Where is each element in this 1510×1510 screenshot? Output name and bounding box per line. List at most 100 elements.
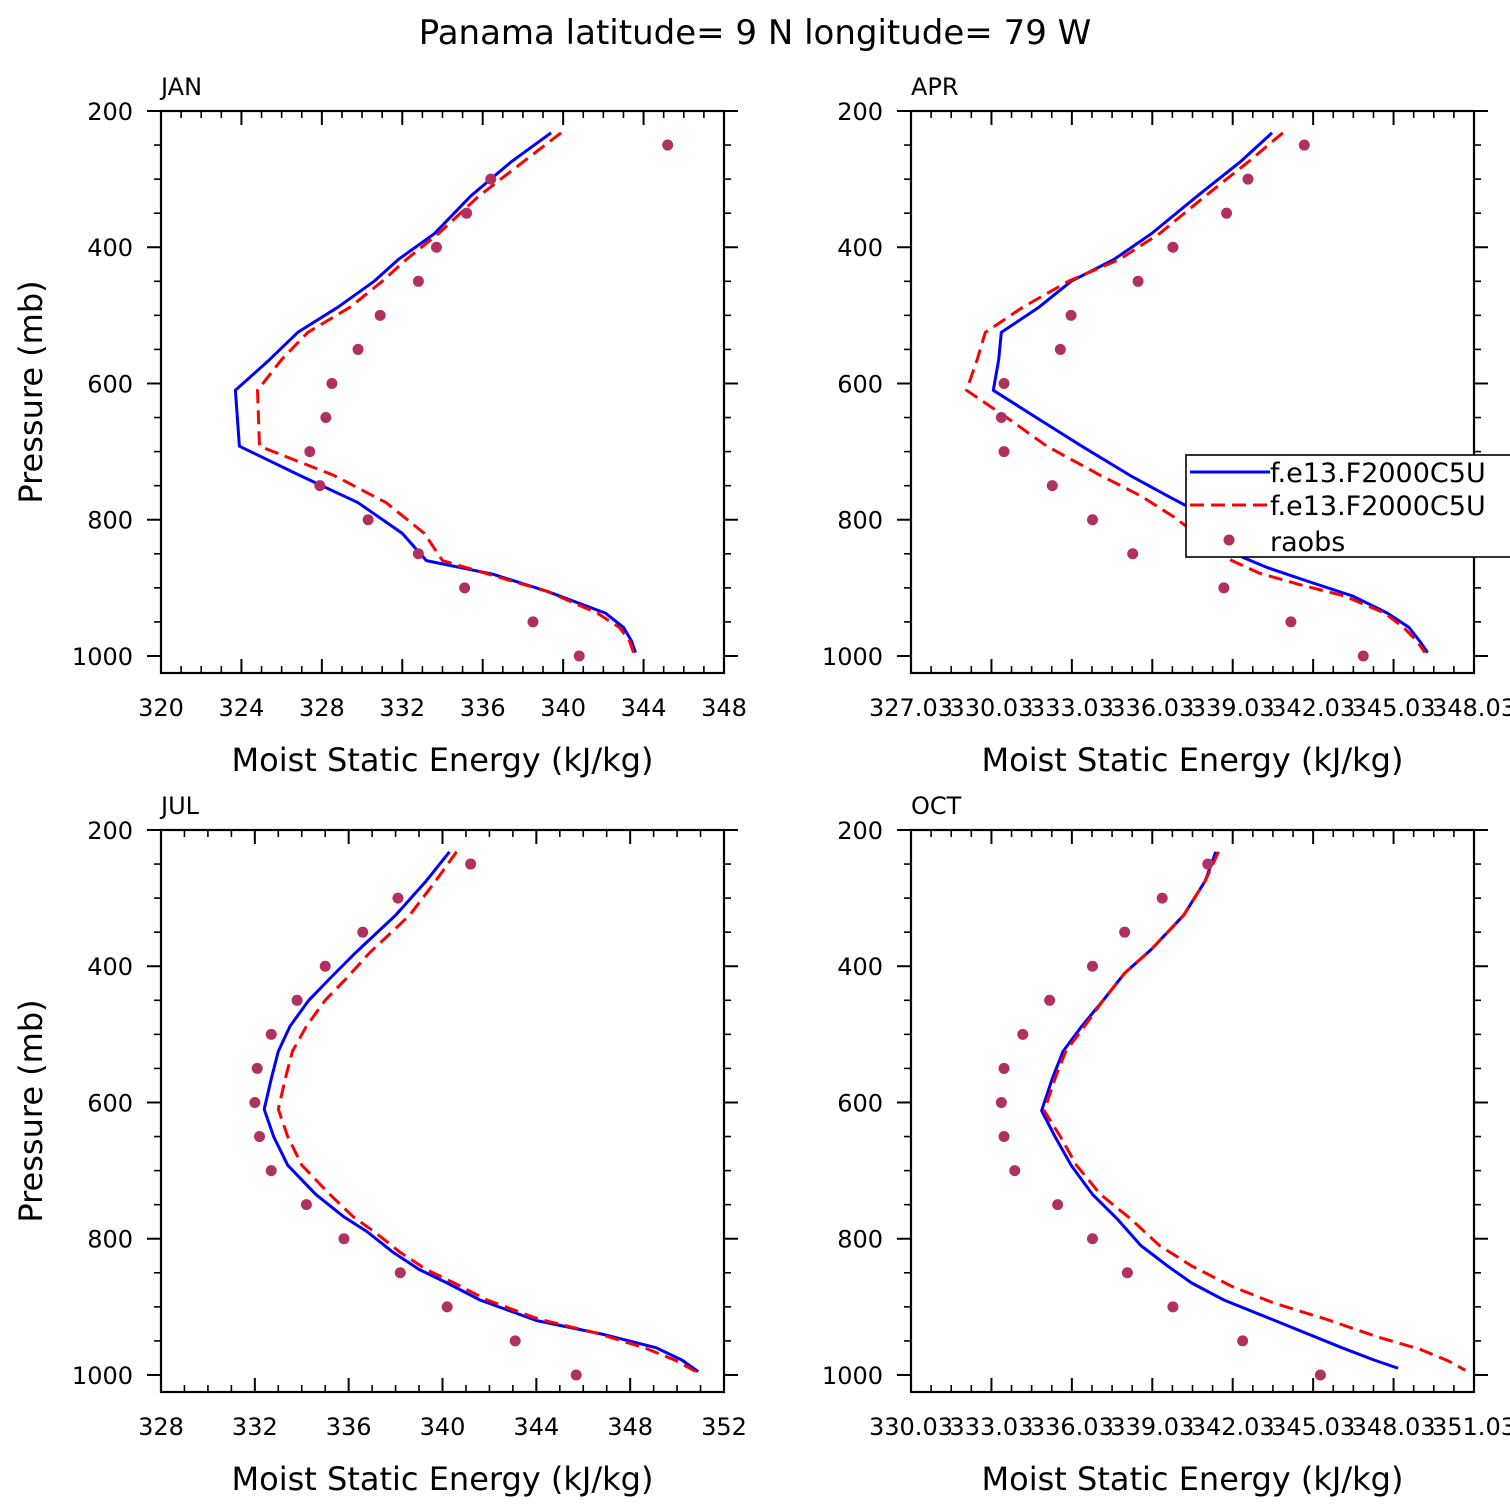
raobs-point [998,446,1010,458]
series-line-solid-blue [262,850,700,1373]
x-tick-label: 344 [621,694,667,722]
y-tick-label: 400 [837,953,883,981]
raobs-point [352,343,364,355]
y-tick-label: 1000 [72,1362,133,1390]
x-tick-label: 330.03 [949,694,1033,722]
y-tick-label: 400 [87,953,133,981]
raobs-point [392,892,404,904]
raobs-point [319,960,331,972]
raobs-point [314,480,326,492]
x-tick-label: 348 [701,694,747,722]
raobs-point [254,1131,266,1143]
series-line-solid-blue [991,131,1429,654]
x-tick-label: 345.03 [1352,694,1436,722]
x-tick-label: 339.03 [1191,694,1275,722]
raobs-point [338,1233,350,1245]
raobs-point [1017,1028,1029,1040]
y-tick-label: 1000 [822,1362,883,1390]
raobs-point [1065,309,1077,321]
raobs-point [1087,514,1099,526]
x-tick-label: 345.03 [1271,1413,1355,1441]
y-tick-label: 200 [837,98,883,126]
raobs-point [570,1369,582,1381]
y-tick-label: 600 [87,1089,133,1117]
raobs-point [1202,858,1214,870]
raobs-point [1237,1335,1249,1347]
y-tick-label: 600 [837,370,883,398]
panel-label: OCT [911,792,962,820]
raobs-point [1357,650,1369,662]
raobs-point [465,858,477,870]
raobs-point [320,412,332,424]
y-tick-label: 600 [837,1089,883,1117]
raobs-point [412,548,424,560]
panel-apr: 327.03330.03333.03336.03339.03342.03345.… [822,73,1510,779]
x-tick-label: 327.03 [869,694,953,722]
x-tick-label: 336 [460,694,506,722]
x-tick-label: 328 [299,694,345,722]
raobs-point [998,377,1010,389]
legend-label: f.e13.F2000C5U [1270,491,1486,522]
raobs-point [304,446,316,458]
x-tick-label: 333.03 [949,1413,1033,1441]
raobs-point [1298,139,1310,151]
raobs-point [362,514,374,526]
x-tick-label: 330.03 [869,1413,953,1441]
raobs-point [1052,1199,1064,1211]
series-line-dashed-red [276,850,697,1373]
raobs-point [1132,275,1144,287]
x-tick-label: 336 [326,1413,372,1441]
raobs-point [995,412,1007,424]
panel-oct: 330.03333.03336.03339.03342.03345.03348.… [822,792,1510,1498]
raobs-point [300,1199,312,1211]
raobs-point [394,1267,406,1279]
y-tick-label: 800 [837,1226,883,1254]
raobs-point [326,377,338,389]
raobs-point [461,207,473,219]
raobs-point [1242,173,1254,185]
y-tick-label: 600 [87,370,133,398]
panels: 320 324 328 332 336 340 344 348 200 400 600 800 1000… [12,73,1510,1498]
raobs-point [1087,1233,1099,1245]
plot-frame [909,828,1476,1394]
raobs-point [527,616,539,628]
y-tick-label: 1000 [822,643,883,671]
raobs-point [509,1335,521,1347]
legend-raobs-symbol [1223,534,1235,546]
y-tick-label: 400 [837,234,883,262]
legend-label: raobs [1270,527,1345,558]
raobs-point [1156,892,1168,904]
x-tick-label: 336.03 [1030,1413,1114,1441]
raobs-point [265,1165,277,1177]
raobs-point [995,1096,1007,1108]
raobs-point [998,1062,1010,1074]
raobs-point [1054,343,1066,355]
raobs-point [998,1131,1010,1143]
legend-label: f.e13.F2000C5U [1270,458,1486,489]
x-tick-label: 340 [420,1413,466,1441]
raobs-point [1119,926,1131,938]
x-tick-label: 339.03 [1110,1413,1194,1441]
series-raobs [995,139,1369,662]
raobs-point [1285,616,1297,628]
raobs-point [441,1301,453,1313]
x-axis-label: Moist Static Energy (kJ/kg) [232,741,654,779]
x-tick-label: 348.03 [1432,694,1510,722]
raobs-point [1167,241,1179,253]
x-tick-label: 332 [379,694,425,722]
raobs-point [1121,1267,1133,1279]
x-tick-label: 348.03 [1352,1413,1436,1441]
plot-frame [159,109,726,675]
x-tick-label: 351.03 [1432,1413,1510,1441]
x-tick-label: 352 [701,1413,747,1441]
y-tick-label: 1000 [72,643,133,671]
series-raobs [995,858,1326,1381]
y-tick-label: 800 [837,507,883,535]
x-tick-label: 348 [607,1413,653,1441]
raobs-point [291,994,303,1006]
series-line-dashed-red [1042,851,1466,1372]
x-tick-label: 320 [138,694,184,722]
series-line-solid-blue [233,131,637,654]
y-tick-label: 200 [87,98,133,126]
